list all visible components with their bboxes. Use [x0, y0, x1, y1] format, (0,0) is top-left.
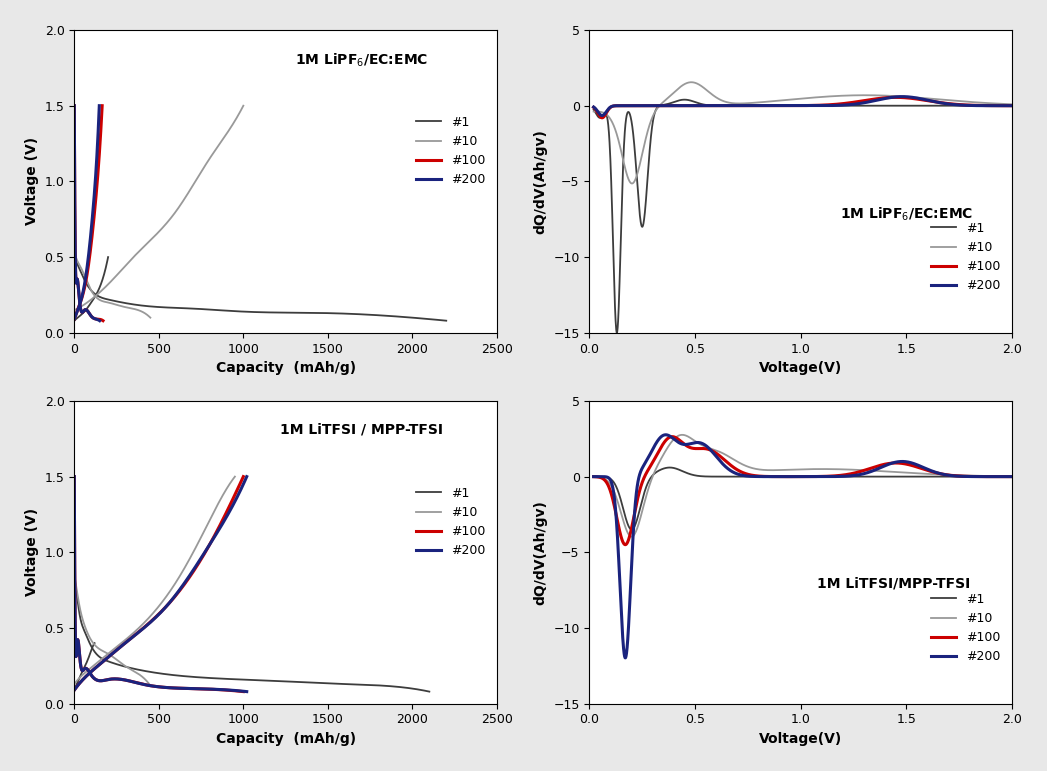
Y-axis label: Voltage (V): Voltage (V)	[25, 137, 39, 225]
Legend: #1, #10, #100, #200: #1, #10, #100, #200	[927, 588, 1006, 668]
Y-axis label: Voltage (V): Voltage (V)	[25, 508, 39, 597]
Text: 1M LiTFSI / MPP-TFSI: 1M LiTFSI / MPP-TFSI	[281, 422, 443, 436]
X-axis label: Voltage(V): Voltage(V)	[759, 732, 843, 746]
Legend: #1, #10, #100, #200: #1, #10, #100, #200	[411, 111, 491, 191]
X-axis label: Capacity  (mAh/g): Capacity (mAh/g)	[216, 361, 356, 375]
Legend: #1, #10, #100, #200: #1, #10, #100, #200	[411, 482, 491, 562]
Y-axis label: dQ/dV(Ah/gv): dQ/dV(Ah/gv)	[534, 129, 548, 234]
Y-axis label: dQ/dV(Ah/gv): dQ/dV(Ah/gv)	[534, 500, 548, 604]
X-axis label: Capacity  (mAh/g): Capacity (mAh/g)	[216, 732, 356, 746]
X-axis label: Voltage(V): Voltage(V)	[759, 361, 843, 375]
Text: 1M LiPF$_6$/EC:EMC: 1M LiPF$_6$/EC:EMC	[840, 206, 973, 223]
Legend: #1, #10, #100, #200: #1, #10, #100, #200	[927, 217, 1006, 298]
Text: 1M LiPF$_6$/EC:EMC: 1M LiPF$_6$/EC:EMC	[295, 51, 428, 69]
Text: 1M LiTFSI/MPP-TFSI: 1M LiTFSI/MPP-TFSI	[817, 577, 971, 591]
